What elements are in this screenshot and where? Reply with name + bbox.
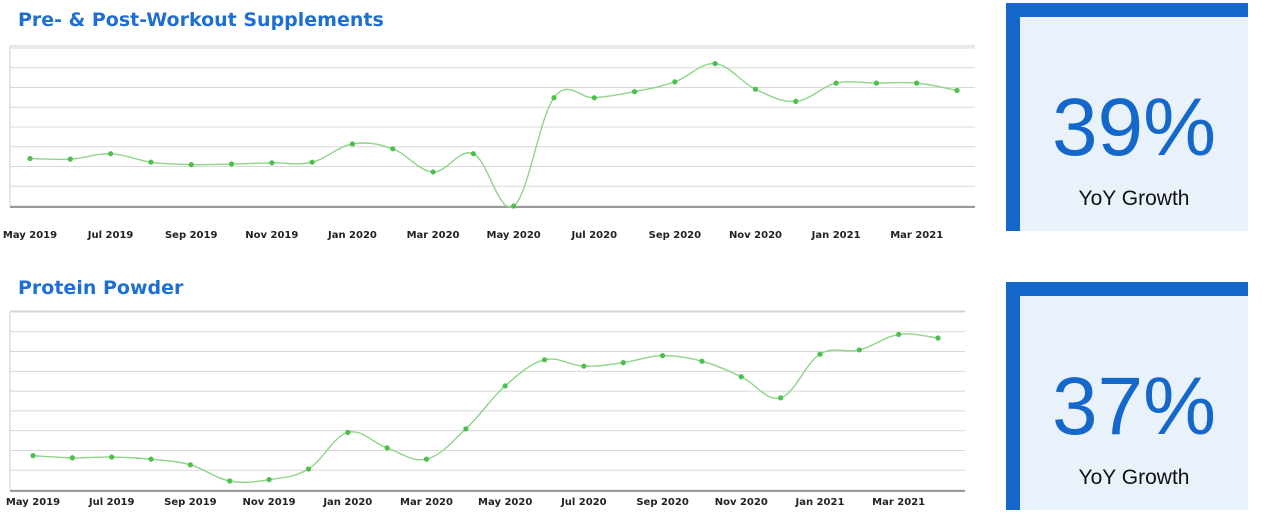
stat-card-protein-powder: 37% YoY Growth bbox=[1006, 282, 1248, 510]
card-body: 37% YoY Growth bbox=[1020, 296, 1248, 510]
data-point bbox=[752, 86, 759, 92]
yoy-growth-value: 37% bbox=[1051, 361, 1217, 452]
card-accent-border bbox=[1006, 282, 1248, 296]
data-point bbox=[896, 331, 902, 338]
series-line bbox=[29, 62, 958, 208]
chart-title-protein-powder: Protein Powder bbox=[18, 277, 184, 299]
data-point bbox=[269, 160, 275, 166]
x-tick-label: Sep 2019 bbox=[165, 230, 217, 241]
data-point bbox=[793, 98, 799, 104]
data-point bbox=[672, 79, 678, 85]
x-tick-label: Jan 2020 bbox=[322, 497, 372, 508]
data-point bbox=[712, 61, 718, 67]
stat-card-supplements: 39% YoY Growth bbox=[1006, 3, 1248, 231]
x-tick-label: May 2019 bbox=[6, 497, 60, 508]
x-tick-label: Jul 2020 bbox=[570, 230, 617, 241]
data-point bbox=[430, 169, 436, 175]
x-tick-label: Mar 2020 bbox=[407, 230, 460, 241]
data-point bbox=[188, 162, 194, 168]
data-point bbox=[551, 95, 557, 101]
data-point bbox=[227, 478, 233, 484]
card-accent-border bbox=[1006, 3, 1248, 17]
x-tick-label: Nov 2020 bbox=[715, 497, 768, 508]
data-point bbox=[541, 357, 548, 363]
data-point bbox=[873, 80, 879, 86]
x-tick-label: Sep 2020 bbox=[649, 230, 701, 241]
x-tick-label: Mar 2021 bbox=[872, 497, 925, 508]
supplements-line-chart: May 2019 Jul 2019 Sep 2019 Nov 2019 Jan 2020… bbox=[3, 45, 975, 241]
protein-powder-line-chart: May 2019 Jul 2019 Sep 2019 Nov 2019 Jan 2020… bbox=[6, 310, 965, 508]
x-tick-label: Sep 2020 bbox=[636, 497, 688, 508]
yoy-growth-label: YoY Growth bbox=[1078, 187, 1190, 210]
data-point bbox=[511, 203, 517, 209]
data-point bbox=[228, 161, 235, 167]
series-line bbox=[32, 333, 939, 483]
data-point bbox=[30, 453, 36, 459]
x-tick-label: Jul 2019 bbox=[88, 497, 135, 508]
x-tick-label: Jan 2021 bbox=[811, 230, 861, 241]
x-tick-label: Jul 2019 bbox=[87, 230, 134, 241]
data-point bbox=[67, 156, 73, 162]
x-tick-label: Jan 2021 bbox=[795, 497, 845, 508]
data-point bbox=[833, 80, 839, 86]
data-point bbox=[778, 395, 784, 401]
card-body: 39% YoY Growth bbox=[1020, 17, 1248, 231]
data-point bbox=[148, 456, 154, 462]
data-point bbox=[423, 456, 430, 462]
x-tick-label: Jan 2020 bbox=[327, 230, 377, 241]
data-point bbox=[390, 146, 396, 152]
data-point bbox=[27, 155, 33, 162]
data-point bbox=[631, 89, 638, 95]
data-point bbox=[954, 87, 960, 94]
data-point bbox=[620, 360, 626, 366]
data-point bbox=[914, 80, 920, 86]
x-tick-label: Jul 2020 bbox=[560, 497, 607, 508]
data-point bbox=[108, 151, 114, 157]
data-point bbox=[384, 445, 390, 451]
data-point bbox=[935, 335, 941, 341]
data-point bbox=[856, 347, 862, 353]
x-tick-label: Mar 2020 bbox=[400, 497, 453, 508]
data-point bbox=[148, 159, 154, 165]
yoy-growth-value: 39% bbox=[1051, 82, 1217, 173]
data-point bbox=[738, 374, 744, 380]
yoy-growth-label: YoY Growth bbox=[1078, 466, 1190, 489]
x-tick-label: Nov 2019 bbox=[245, 230, 298, 241]
data-point bbox=[463, 426, 469, 432]
data-point bbox=[109, 454, 115, 460]
x-tick-label: May 2020 bbox=[478, 497, 532, 508]
data-point bbox=[69, 455, 75, 461]
data-point bbox=[581, 363, 587, 369]
data-point bbox=[502, 383, 508, 389]
data-point bbox=[266, 476, 272, 483]
data-point bbox=[699, 358, 705, 364]
data-point bbox=[817, 351, 823, 357]
data-point bbox=[349, 141, 356, 147]
data-point bbox=[345, 429, 351, 435]
data-point bbox=[470, 151, 476, 157]
x-tick-label: Sep 2019 bbox=[164, 497, 216, 508]
data-point bbox=[591, 95, 597, 101]
x-tick-label: May 2020 bbox=[487, 230, 541, 241]
card-accent-border bbox=[1006, 282, 1020, 510]
data-point bbox=[659, 352, 666, 359]
card-accent-border bbox=[1006, 3, 1020, 231]
chart-title-supplements: Pre- & Post-Workout Supplements bbox=[18, 9, 384, 31]
x-tick-label: Mar 2021 bbox=[890, 230, 943, 241]
x-tick-label: Nov 2019 bbox=[243, 497, 296, 508]
x-tick-label: May 2019 bbox=[3, 230, 57, 241]
data-point bbox=[309, 159, 315, 165]
data-point bbox=[305, 466, 312, 472]
x-tick-label: Nov 2020 bbox=[729, 230, 782, 241]
data-point bbox=[187, 462, 193, 468]
